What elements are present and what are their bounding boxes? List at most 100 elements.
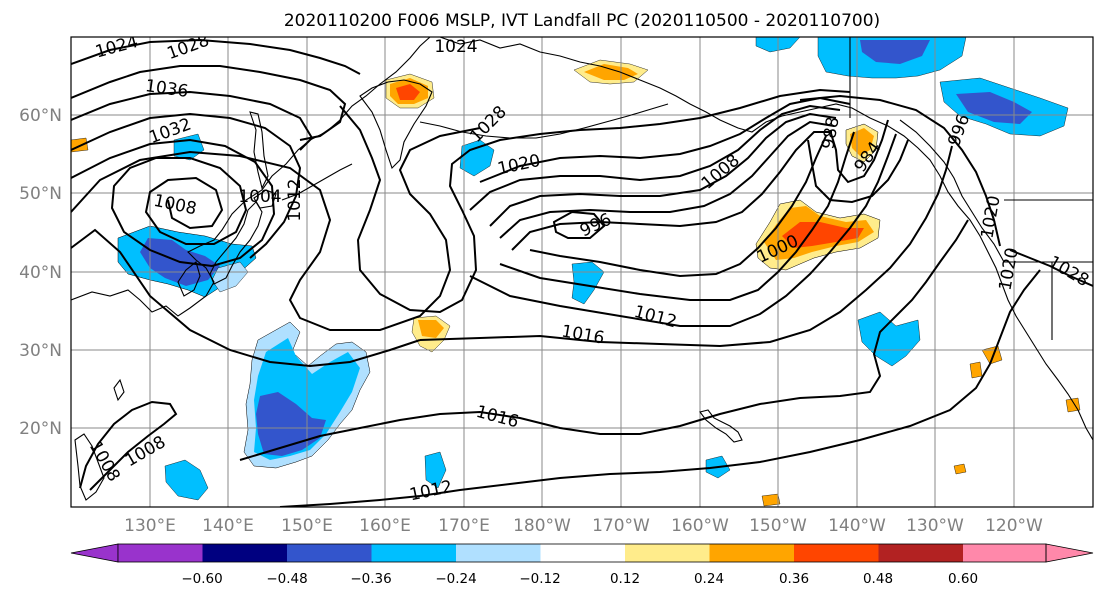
map-panel: 1024 1028 1036 1032 1008 1004 1012 1024 … bbox=[71, 37, 1093, 507]
colorbar-tick-label: 0.12 bbox=[610, 571, 640, 587]
isobar bbox=[479, 96, 851, 183]
coastlines bbox=[71, 37, 1093, 501]
lat-tick-label: 60°N bbox=[19, 106, 62, 126]
lon-tick-label: 180°W bbox=[513, 516, 571, 536]
ivt-negative-patch bbox=[956, 92, 1032, 124]
lon-tick-label: 150°W bbox=[749, 516, 807, 536]
lon-tick-label: 130°W bbox=[906, 516, 964, 536]
isobar bbox=[1009, 249, 1093, 287]
isobar bbox=[79, 400, 178, 491]
isobar bbox=[529, 135, 827, 278]
ivt-positive-patch bbox=[850, 128, 874, 156]
isobar bbox=[499, 131, 855, 301]
colorbar-tick-label: −0.24 bbox=[435, 571, 476, 587]
isobar bbox=[71, 127, 481, 331]
lat-tick-label: 20°N bbox=[19, 419, 62, 439]
lon-tick-label: 130°E bbox=[124, 516, 176, 536]
map-title: 2020110200 F006 MSLP, IVT Landfall PC (2… bbox=[284, 11, 880, 31]
isobar bbox=[799, 94, 1001, 247]
isobar bbox=[71, 138, 276, 268]
isobar bbox=[469, 104, 841, 211]
isobar-label: 1004 bbox=[238, 187, 281, 207]
colorbar-tick-labels: −0.60 −0.48 −0.36 −0.24 −0.12 0.12 0.24 … bbox=[181, 571, 978, 587]
isobar bbox=[469, 133, 897, 327]
lon-tick-label: 150°E bbox=[281, 516, 333, 536]
colorbar-cell bbox=[625, 544, 710, 562]
coastline-bc bbox=[899, 119, 1005, 263]
ivt-negative-patch bbox=[459, 139, 495, 177]
colorbar-cell bbox=[878, 544, 963, 562]
colorbar-cells bbox=[70, 543, 1094, 563]
ivt-positive-patch bbox=[761, 493, 781, 507]
colorbar-tick-label: −0.36 bbox=[350, 571, 391, 587]
coastline-sakhalin bbox=[249, 111, 269, 190]
coastline-alaska bbox=[439, 37, 1093, 441]
lon-tick-label: 140°E bbox=[202, 516, 254, 536]
colorbar-tick-label: 0.48 bbox=[863, 571, 893, 587]
lat-tick-label: 50°N bbox=[19, 184, 62, 204]
isobar bbox=[71, 65, 347, 141]
ivt-positive-patch bbox=[953, 463, 967, 475]
lon-tick-label: 120°W bbox=[985, 516, 1043, 536]
coastline-kamchatka bbox=[359, 79, 433, 170]
colorbar-extend-high bbox=[1045, 543, 1094, 563]
ivt-positive-patch bbox=[396, 84, 420, 100]
isobar bbox=[499, 120, 835, 239]
ivt-positive-patch bbox=[418, 320, 444, 338]
country-border bbox=[849, 37, 1093, 340]
colorbar-cell bbox=[118, 544, 203, 562]
isobar bbox=[807, 139, 909, 204]
colorbar-tick-label: −0.48 bbox=[266, 571, 307, 587]
colorbar-extend-low bbox=[70, 543, 119, 563]
graticule bbox=[71, 37, 1093, 507]
isobar bbox=[71, 228, 421, 368]
colorbar-cell bbox=[371, 544, 456, 562]
isobar bbox=[71, 112, 302, 259]
colorbar: −0.60 −0.48 −0.36 −0.24 −0.12 0.12 0.24 … bbox=[70, 543, 1094, 587]
coastline-taiwan bbox=[113, 378, 125, 402]
ivt-positive-patch bbox=[969, 361, 983, 379]
colorbar-tick-label: −0.60 bbox=[181, 571, 222, 587]
lon-tick-label: 170°E bbox=[438, 516, 490, 536]
isobar bbox=[511, 131, 832, 251]
coastline-philippines bbox=[74, 433, 105, 501]
latitude-axis: 20°N 30°N 40°N 50°N 60°N bbox=[19, 106, 62, 439]
coastline-asia bbox=[71, 37, 431, 317]
map-border bbox=[70, 36, 1094, 508]
isobar bbox=[339, 88, 851, 314]
isobar bbox=[239, 219, 969, 461]
longitude-axis: 130°E 140°E 150°E 160°E 170°E 180°W 170°… bbox=[124, 516, 1043, 536]
colorbar-cell bbox=[794, 544, 879, 562]
colorbar-cell bbox=[540, 544, 625, 562]
lat-tick-label: 40°N bbox=[19, 263, 62, 283]
lon-tick-label: 160°E bbox=[359, 516, 411, 536]
isobar bbox=[419, 145, 953, 348]
isobar bbox=[279, 269, 1041, 507]
ivt-negative-patch bbox=[164, 459, 209, 501]
colorbar-cell bbox=[456, 544, 541, 562]
colorbar-cell bbox=[709, 544, 794, 562]
colorbar-cell bbox=[202, 544, 287, 562]
isobar-label: 1024 bbox=[434, 37, 477, 57]
ivt-shading bbox=[71, 37, 1081, 507]
isobars bbox=[71, 38, 1093, 507]
isobar bbox=[829, 119, 889, 184]
colorbar-tick-label: −0.12 bbox=[519, 571, 560, 587]
colorbar-cell bbox=[963, 544, 1046, 562]
isobar bbox=[489, 112, 837, 227]
isobar bbox=[71, 38, 361, 75]
coastline-aleutians bbox=[419, 103, 669, 139]
isobar bbox=[71, 90, 314, 151]
colorbar-cell bbox=[287, 544, 372, 562]
colorbar-tick-label: 0.60 bbox=[948, 571, 978, 587]
isobar-label: 1012 bbox=[285, 178, 305, 221]
coastline-korea bbox=[177, 261, 201, 297]
colorbar-border bbox=[117, 543, 1047, 563]
ivt-positive-patch bbox=[584, 64, 638, 80]
ivt-negative-patch bbox=[860, 40, 930, 64]
isobar bbox=[552, 210, 606, 239]
lon-tick-label: 160°W bbox=[671, 516, 729, 536]
lat-tick-label: 30°N bbox=[19, 341, 62, 361]
colorbar-tick-label: 0.36 bbox=[779, 571, 809, 587]
